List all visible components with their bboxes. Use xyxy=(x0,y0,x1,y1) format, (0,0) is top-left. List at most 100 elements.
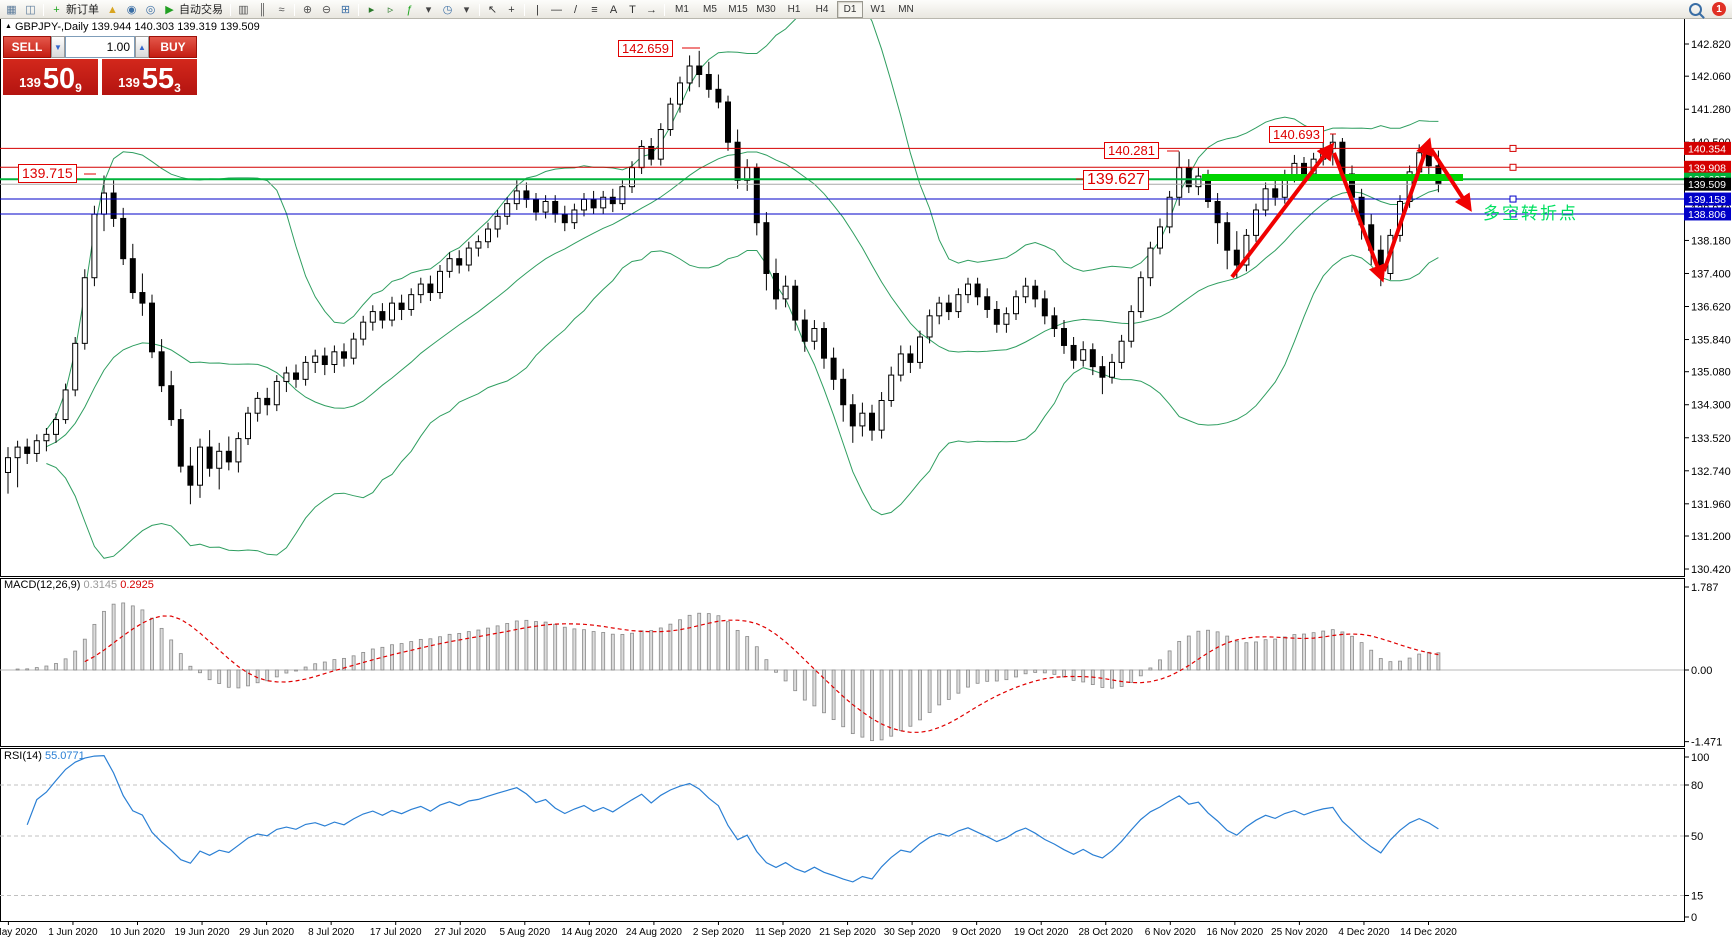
timeframe-M1[interactable]: M1 xyxy=(675,3,689,15)
text-icon[interactable]: A xyxy=(609,3,618,16)
date-label: 29 Jun 2020 xyxy=(239,927,294,938)
trendline-icon[interactable]: / xyxy=(573,3,578,16)
svg-text:139.509: 139.509 xyxy=(1688,179,1726,191)
toolbar-separator xyxy=(43,3,44,16)
timeframe-H1[interactable]: H1 xyxy=(787,3,801,15)
svg-text:132.740: 132.740 xyxy=(1691,466,1731,478)
new-order-icon[interactable]: + xyxy=(53,3,60,16)
auto-scroll-icon[interactable]: ▸ xyxy=(368,3,375,16)
price-annotation-139715[interactable]: 139.715 xyxy=(18,164,77,183)
buy-price-display[interactable]: 139 55 3 xyxy=(102,59,197,95)
timeframe-H4[interactable]: H4 xyxy=(815,3,829,15)
periods-dropdown-icon[interactable]: ▾ xyxy=(463,3,470,16)
date-label: 1 Jun 2020 xyxy=(48,927,98,938)
styler-icon[interactable]: ▲ xyxy=(107,3,118,16)
volume-decrease-button[interactable]: ▼ xyxy=(51,36,65,58)
preview-icon[interactable]: ◫ xyxy=(25,3,36,16)
date-label: 22 May 2020 xyxy=(0,927,38,938)
signals-icon[interactable]: ◎ xyxy=(145,3,156,16)
volume-input[interactable] xyxy=(65,36,135,58)
buy-button[interactable]: BUY xyxy=(149,36,197,58)
horizontal-line-icon[interactable]: — xyxy=(551,3,562,16)
buy-price-main: 139 xyxy=(118,75,140,90)
date-label: 27 Jul 2020 xyxy=(434,927,486,938)
date-label: 14 Aug 2020 xyxy=(561,927,618,938)
date-label: 16 Nov 2020 xyxy=(1206,927,1263,938)
timeframe-M15[interactable]: M15 xyxy=(728,3,748,15)
vertical-line-icon[interactable]: | xyxy=(536,3,539,16)
svg-text:137.400: 137.400 xyxy=(1691,268,1731,280)
fibonacci-icon[interactable]: ≡ xyxy=(591,3,598,16)
timeframe-W1[interactable]: W1 xyxy=(870,3,886,15)
date-label: 9 Oct 2020 xyxy=(952,927,1001,938)
svg-text:139.908: 139.908 xyxy=(1688,162,1726,174)
date-label: 14 Dec 2020 xyxy=(1400,927,1457,938)
price-annotation-142659[interactable]: 142.659 xyxy=(618,40,673,57)
toolbar: ▦ ◫ + 新订单 ▲ ◉ ◎ ▶ 自动交易 ▥ ║ ≈ ⊕ ⊖ ⊞ ▸ ▹ ƒ ▾ ◷ ▾ ↖ + | — / ≡ A T → M1 M5… xyxy=(0,0,1732,19)
price-annotation-139627[interactable]: 139.627 xyxy=(1083,170,1149,190)
timeframe-M30[interactable]: M30 xyxy=(756,3,776,15)
date-label: 17 Jul 2020 xyxy=(370,927,422,938)
collapse-arrow-icon: ▲ xyxy=(5,23,12,30)
sell-price-big: 50 xyxy=(42,63,76,95)
turning-point-note[interactable]: 多空转折点 xyxy=(1483,204,1578,223)
date-label: 8 Jul 2020 xyxy=(308,927,355,938)
toolbar-right-group: 1 xyxy=(1689,2,1726,16)
date-label: 19 Jun 2020 xyxy=(175,927,230,938)
date-label: 25 Nov 2020 xyxy=(1271,927,1328,938)
svg-text:80: 80 xyxy=(1691,780,1703,792)
timeframe-D1[interactable]: D1 xyxy=(837,0,863,18)
svg-text:142.060: 142.060 xyxy=(1691,71,1731,83)
timeframe-M5[interactable]: M5 xyxy=(703,3,717,15)
tile-windows-icon[interactable]: ⊞ xyxy=(340,3,351,16)
toolbar-separator xyxy=(358,3,359,16)
date-label: 5 Aug 2020 xyxy=(499,927,550,938)
svg-text:15: 15 xyxy=(1691,891,1703,903)
svg-text:135.080: 135.080 xyxy=(1691,367,1731,379)
label-icon[interactable]: T xyxy=(629,3,636,16)
volume-increase-button[interactable]: ▲ xyxy=(135,36,149,58)
autotrading-icon[interactable]: ▶ xyxy=(165,3,174,16)
rsi-indicator-label: RSI(14) 55.0771 xyxy=(4,750,85,762)
toolbar-icons: ▦ ◫ + 新订单 ▲ ◉ ◎ ▶ 自动交易 ▥ ║ ≈ ⊕ ⊖ ⊞ ▸ ▹ ƒ ▾ ◷ ▾ ↖ + | — / ≡ A T → xyxy=(2,1,668,18)
rsi-name: RSI(14) xyxy=(4,750,42,762)
autotrading-label[interactable]: 自动交易 xyxy=(179,3,223,16)
macd-indicator-label: MACD(12,26,9) 0.3145 0.2925 xyxy=(4,579,154,591)
sell-price-sup: 9 xyxy=(75,81,82,95)
community-icon[interactable]: ◉ xyxy=(126,3,137,16)
notification-badge[interactable]: 1 xyxy=(1712,2,1726,16)
date-label: 24 Aug 2020 xyxy=(626,927,683,938)
zoom-in-icon[interactable]: ⊕ xyxy=(302,3,313,16)
date-label: 19 Oct 2020 xyxy=(1014,927,1069,938)
svg-text:-1.471: -1.471 xyxy=(1691,737,1722,749)
svg-text:135.840: 135.840 xyxy=(1691,335,1731,347)
date-label: 28 Oct 2020 xyxy=(1079,927,1134,938)
sell-button[interactable]: SELL xyxy=(3,36,51,58)
svg-text:131.960: 131.960 xyxy=(1691,499,1731,511)
line-chart-icon[interactable]: ≈ xyxy=(278,3,285,16)
candlestick-icon[interactable]: ║ xyxy=(258,3,267,16)
timeframe-MN[interactable]: MN xyxy=(898,3,914,15)
zoom-out-icon[interactable]: ⊖ xyxy=(321,3,332,16)
new-order-label[interactable]: 新订单 xyxy=(66,3,99,16)
sell-price-display[interactable]: 139 50 9 xyxy=(3,59,98,95)
chart-window-icon[interactable]: ▦ xyxy=(6,3,17,16)
svg-text:138.806: 138.806 xyxy=(1688,209,1726,221)
buy-price-sup: 3 xyxy=(174,81,181,95)
svg-text:134.300: 134.300 xyxy=(1691,400,1731,412)
price-annotation-140693[interactable]: 140.693 xyxy=(1269,126,1324,143)
rsi-value: 55.0771 xyxy=(44,750,85,762)
indicators-icon[interactable]: ƒ xyxy=(406,3,413,16)
periods-icon[interactable]: ◷ xyxy=(442,3,453,16)
toolbar-separator xyxy=(230,3,231,16)
bar-chart-icon[interactable]: ▥ xyxy=(238,3,249,16)
arrows-icon[interactable]: → xyxy=(646,3,657,16)
chart-shift-icon[interactable]: ▹ xyxy=(387,3,394,16)
one-click-trading-panel: SELL ▼ ▲ BUY 139 50 9 139 55 3 xyxy=(3,36,197,95)
crosshair-icon[interactable]: + xyxy=(508,3,515,16)
cursor-icon[interactable]: ↖ xyxy=(487,3,498,16)
indicators-dropdown-icon[interactable]: ▾ xyxy=(425,3,432,16)
price-annotation-140281[interactable]: 140.281 xyxy=(1104,142,1159,159)
search-icon[interactable] xyxy=(1689,2,1702,16)
